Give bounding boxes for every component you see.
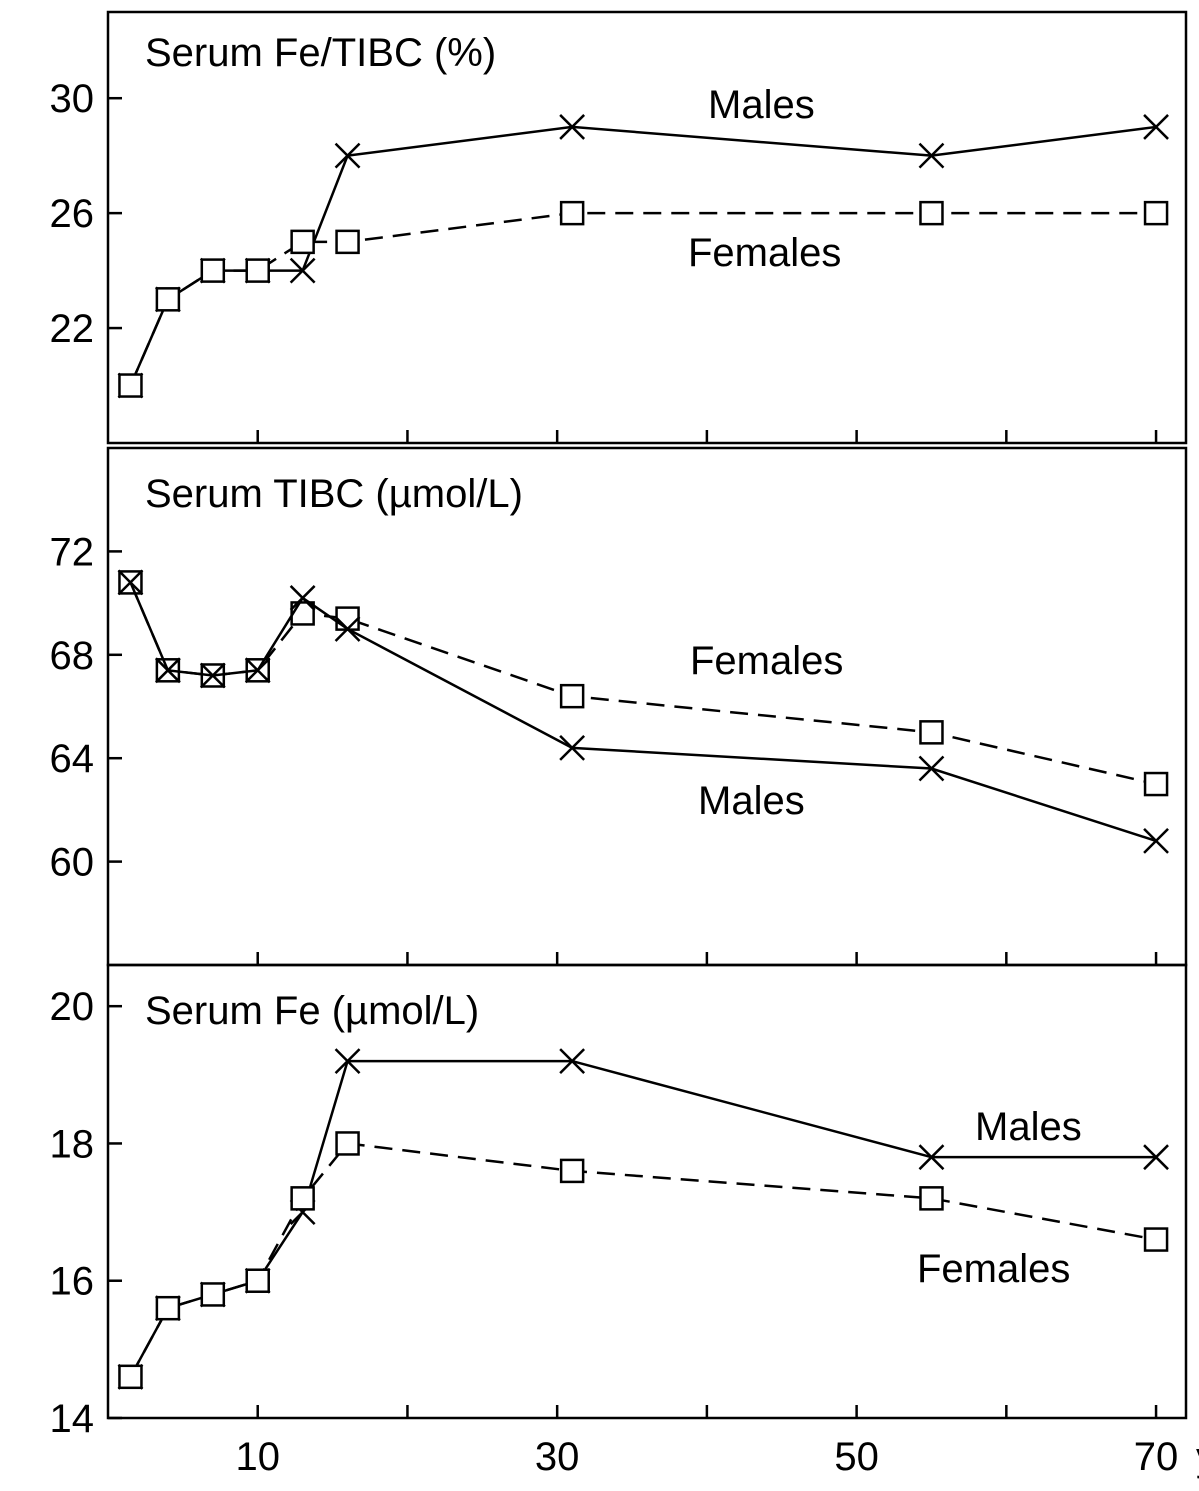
x-tick-label: 50 — [834, 1435, 879, 1479]
data-point-males — [155, 657, 181, 684]
y-tick-label: 22 — [50, 307, 95, 351]
panel-title: Serum TIBC (µmol/L) — [145, 472, 523, 516]
series-label-males: Males — [708, 83, 815, 127]
data-point-males — [918, 755, 945, 782]
data-point-females — [335, 229, 360, 255]
series-label-males: Males — [698, 779, 805, 823]
panel-serum-fe: Serum Fe (µmol/L) 14 16 18 20 Males Females — [50, 963, 1188, 1441]
plot-frame — [106, 446, 1188, 967]
data-point-females — [919, 1186, 944, 1211]
y-tick-label: 18 — [50, 1122, 95, 1166]
x-tick-label: 70 — [1134, 1435, 1179, 1479]
data-point-females — [200, 258, 226, 283]
panel-serum-fe-tibc: Serum Fe/TIBC (%) 22 26 30 Males Females — [50, 10, 1188, 445]
data-point-females — [245, 258, 270, 283]
data-point-males — [334, 616, 361, 642]
data-point-females — [559, 1158, 585, 1184]
x-tick-label: 10 — [235, 1435, 280, 1479]
series-line-males — [129, 125, 1157, 387]
plot-frame — [106, 10, 1188, 445]
y-tick-label: 14 — [50, 1397, 95, 1441]
y-tick-label: 72 — [50, 530, 95, 574]
data-point-males — [559, 734, 586, 761]
panel-title: Serum Fe/TIBC (%) — [145, 31, 496, 75]
y-tick-label: 20 — [50, 985, 95, 1029]
data-point-males — [334, 1048, 361, 1074]
y-tick-label: 64 — [50, 737, 95, 781]
data-point-females — [335, 606, 360, 631]
data-point-males — [918, 142, 945, 169]
data-point-females — [1143, 200, 1169, 226]
data-point-females — [919, 200, 944, 226]
data-point-males — [289, 585, 316, 611]
series-label-males: Males — [975, 1105, 1082, 1149]
data-point-females — [200, 1282, 226, 1307]
data-point-females — [1143, 771, 1169, 797]
data-point-males — [559, 114, 586, 140]
data-point-males — [289, 257, 316, 284]
data-point-females — [335, 1131, 360, 1156]
data-point-males — [117, 569, 144, 596]
data-point-males — [1143, 1144, 1169, 1171]
series-line-females — [129, 581, 1157, 786]
data-point-females — [1143, 1227, 1169, 1252]
data-point-females — [245, 1268, 270, 1293]
data-point-males — [244, 657, 271, 684]
panel-serum-tibc: Serum TIBC (µmol/L) 60 64 68 72 Females Males — [50, 446, 1188, 967]
plot-frame — [106, 963, 1188, 1420]
data-point-females — [290, 1186, 315, 1211]
y-tick-label: 60 — [50, 841, 95, 885]
data-point-males — [918, 1144, 945, 1171]
x-tick-label: 30 — [535, 1435, 580, 1479]
y-tick-label: 68 — [50, 634, 95, 678]
data-point-females — [118, 1364, 143, 1390]
series-line-females — [129, 211, 1157, 387]
panel-title: Serum Fe (µmol/L) — [145, 989, 479, 1033]
data-point-females — [155, 1295, 181, 1321]
series-label-females: Females — [917, 1247, 1070, 1291]
data-point-females — [155, 287, 181, 312]
data-point-males — [559, 1048, 586, 1074]
data-point-males — [1143, 114, 1169, 140]
data-point-males — [199, 662, 226, 689]
data-point-males — [334, 142, 361, 169]
data-point-females — [290, 229, 315, 255]
data-point-females — [559, 200, 585, 226]
series-label-females: Females — [688, 231, 841, 275]
y-tick-label: 26 — [50, 192, 95, 236]
data-point-females — [559, 683, 585, 709]
y-tick-label: 30 — [50, 77, 95, 121]
data-point-females — [919, 720, 944, 745]
y-tick-label: 16 — [50, 1260, 95, 1304]
data-point-females — [118, 373, 143, 398]
series-label-females: Females — [690, 639, 843, 683]
data-point-males — [1143, 828, 1169, 854]
x-unit-label: y — [1196, 1435, 1199, 1479]
series-line-males — [129, 581, 1157, 843]
